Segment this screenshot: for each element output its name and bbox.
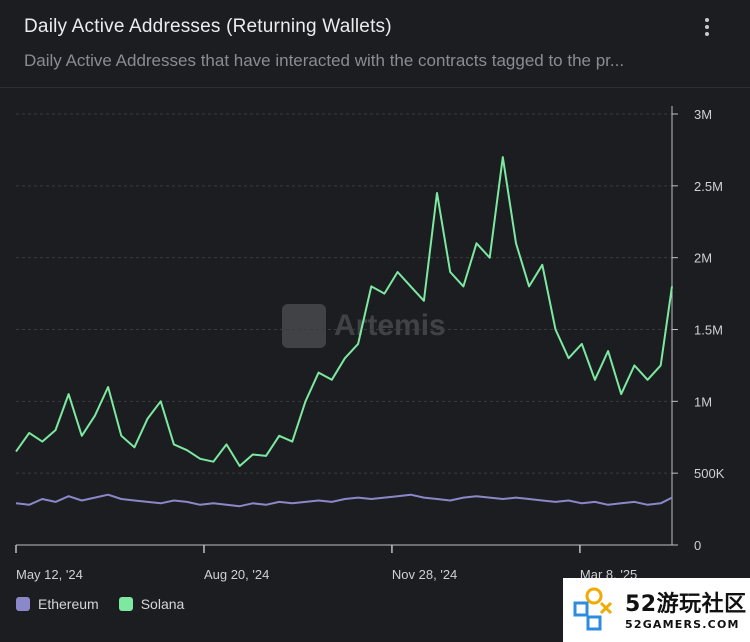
- series-line-ethereum: [15, 493, 673, 508]
- legend-item-ethereum[interactable]: Ethereum: [16, 596, 99, 612]
- legend-item-solana[interactable]: Solana: [118, 596, 185, 612]
- legend-swatch-ethereum: [16, 597, 30, 611]
- chart-legend: Ethereum Solana: [16, 596, 184, 612]
- logo-text: 52游玩社区: [625, 592, 747, 617]
- legend-swatch-solana: [118, 597, 133, 611]
- chart-title: Daily Active Addresses (Returning Wallet…: [24, 16, 392, 37]
- legend-label-solana: Solana: [140, 596, 185, 612]
- more-vertical-icon[interactable]: [694, 14, 720, 40]
- x-tick-label: Aug 20, '24: [204, 567, 269, 582]
- header-divider: [0, 87, 750, 88]
- y-tick-label: 3M: [694, 107, 712, 122]
- y-tick-label: 2.5M: [694, 179, 723, 194]
- gamepad-buttons-icon: [573, 587, 613, 631]
- x-tick-label: Nov 28, '24: [392, 567, 457, 582]
- x-tick-label: May 12, '24: [16, 567, 83, 582]
- y-tick-label: 1M: [694, 394, 712, 409]
- legend-label-ethereum: Ethereum: [38, 596, 99, 612]
- site-logo: 52游玩社区 52GAMERS.COM: [563, 578, 750, 642]
- y-tick-label: 500K: [694, 466, 725, 481]
- y-tick-label: 1.5M: [694, 323, 723, 338]
- logo-domain: 52GAMERS.COM: [625, 618, 740, 631]
- y-tick-label: 2M: [694, 251, 712, 266]
- series-line-solana: [15, 156, 673, 467]
- chart-subtitle: Daily Active Addresses that have interac…: [24, 51, 625, 70]
- y-tick-label: 0: [694, 538, 701, 553]
